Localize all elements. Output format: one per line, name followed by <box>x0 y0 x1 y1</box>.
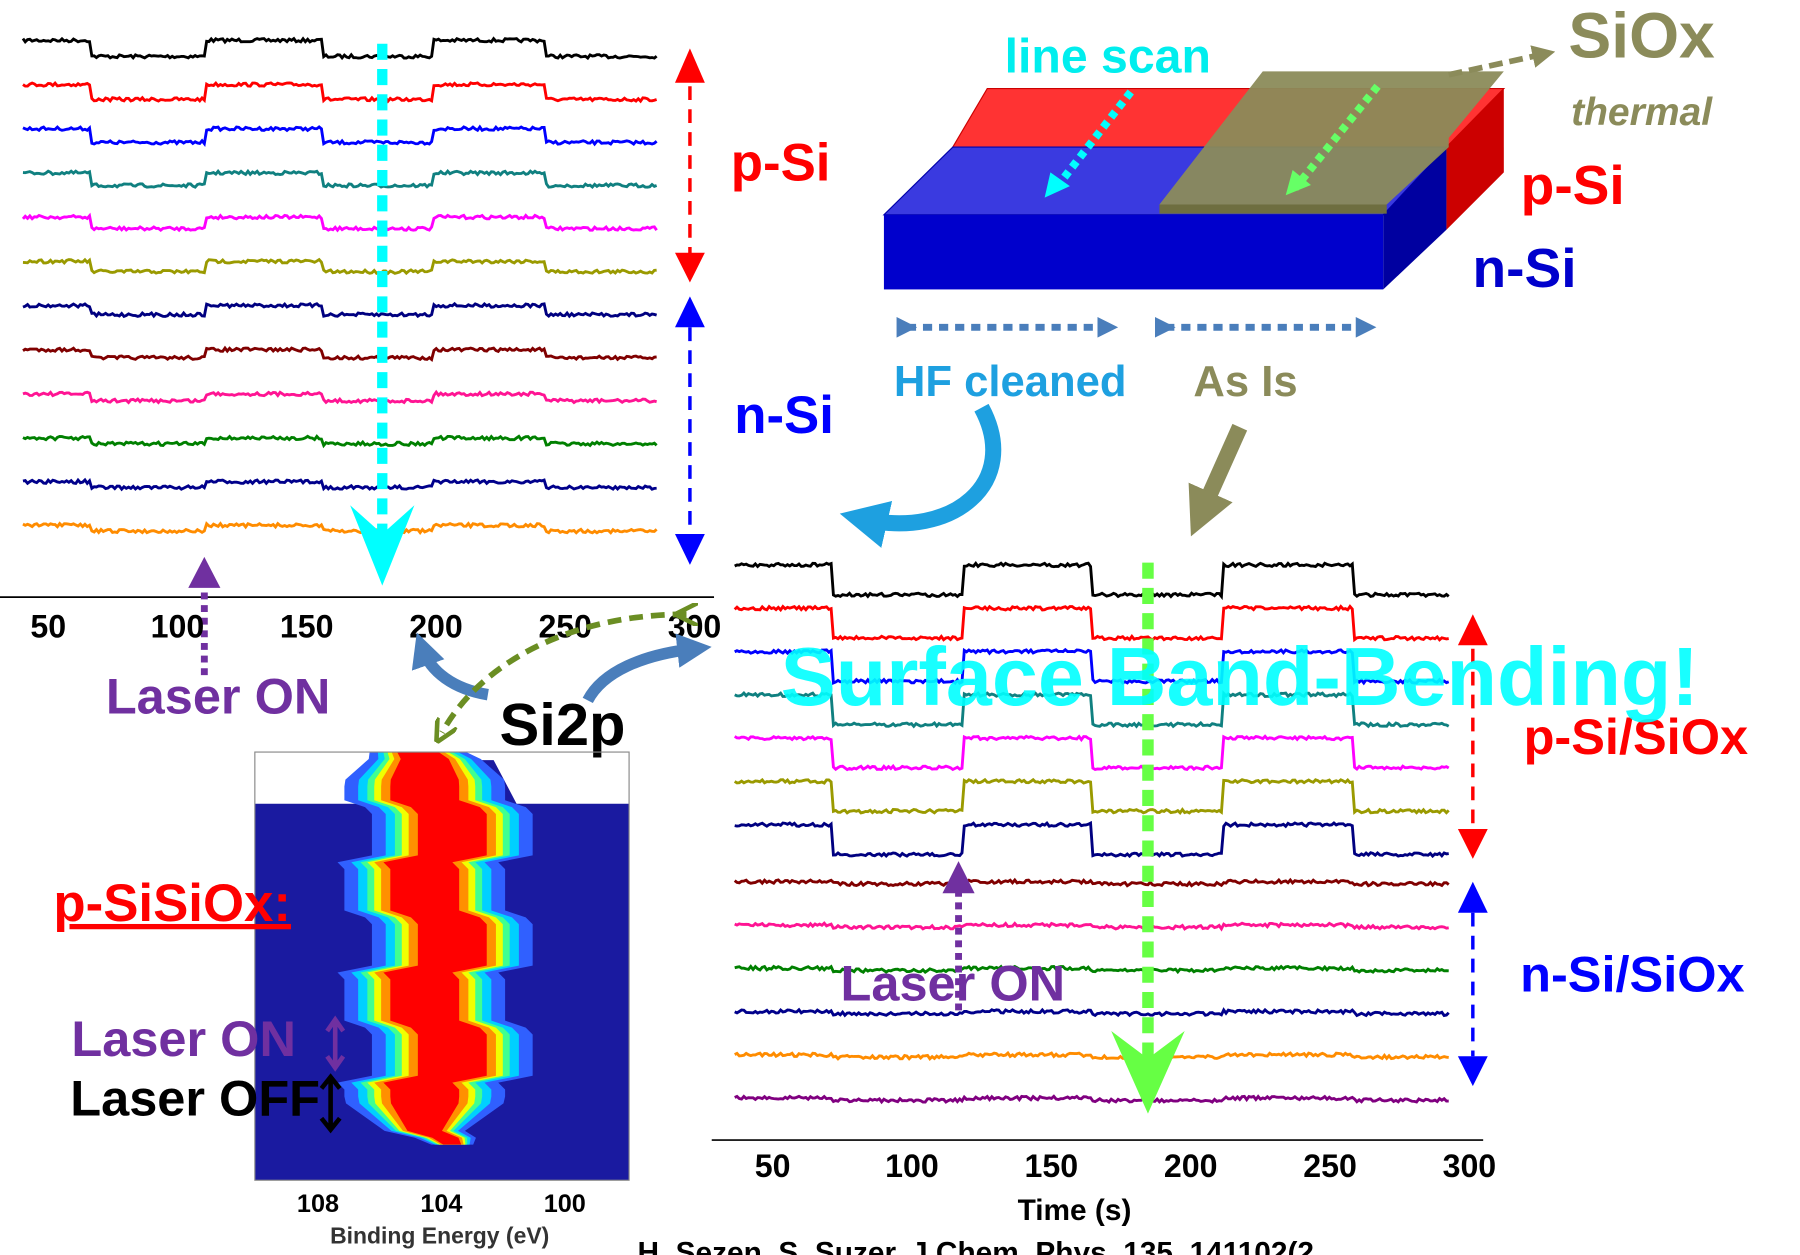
label: n-Si <box>1472 237 1576 299</box>
x-axis: 50 100 150 200 250 300 <box>30 609 721 645</box>
scan-line-head <box>1111 1031 1185 1114</box>
label: p-Si <box>731 134 831 193</box>
x-tick-label: 108 <box>297 1190 339 1218</box>
curved-arrow <box>442 614 687 732</box>
straight-arrow <box>1188 423 1248 537</box>
x-tick-label: 200 <box>409 609 463 645</box>
inset-title: p-SiSiOx: <box>53 874 291 933</box>
trace <box>734 921 1449 932</box>
axis-title: Time (s) <box>1018 1194 1132 1227</box>
heatmap-frame <box>254 751 630 1181</box>
banner: Surface Band-Bending! <box>781 630 1699 723</box>
trace <box>22 257 657 276</box>
arrow-head <box>675 252 705 283</box>
x-tick-label: 100 <box>885 1148 939 1184</box>
small-arrow <box>325 1015 346 1072</box>
label: n-Si <box>734 386 834 445</box>
x-tick-label: 100 <box>544 1190 586 1218</box>
heatmap-band <box>383 752 487 1145</box>
trace <box>734 964 1449 975</box>
label: p-Si <box>1521 154 1625 216</box>
x-tick-label: 50 <box>755 1148 791 1184</box>
trace <box>22 521 658 535</box>
x-axis: 108 104 100 <box>297 1190 586 1218</box>
oxide-arrow <box>1448 45 1556 78</box>
trace <box>21 212 658 233</box>
label: line scan <box>1005 30 1211 84</box>
axis-title: Binding Energy (eV) <box>330 1223 549 1249</box>
trace <box>734 1094 1449 1105</box>
trace <box>733 604 1449 643</box>
x-tick-label: 50 <box>30 609 66 645</box>
arrow-head <box>1457 1056 1488 1087</box>
traces <box>733 560 1450 1105</box>
arrow-head <box>675 48 705 83</box>
scan-arrow-head <box>1285 170 1311 196</box>
heatmap <box>254 751 630 1181</box>
trace <box>22 301 658 319</box>
trace <box>734 560 1450 601</box>
trace <box>733 777 1450 816</box>
label: Laser OFF <box>70 1070 320 1127</box>
x-tick-label: 250 <box>1303 1148 1357 1184</box>
trace <box>22 124 658 148</box>
arrow-head <box>1457 881 1488 913</box>
x-tick-label: 100 <box>151 609 205 645</box>
arrow-head <box>942 861 975 894</box>
citation: H. Sezen, S. Suzer, J.Chem. Phys. 135, 1… <box>638 1237 1314 1255</box>
trace <box>734 1007 1450 1018</box>
label: Laser ON <box>71 1010 296 1067</box>
x-tick-label: 150 <box>280 609 334 645</box>
arrow-head <box>1457 614 1488 646</box>
label: Si2p <box>499 691 625 758</box>
label: p-Si/SiOx <box>1524 708 1749 765</box>
trace <box>22 168 658 190</box>
annotation: Laser ON <box>841 955 1066 1012</box>
x-tick-label: 104 <box>420 1190 462 1218</box>
scan-arrow-head <box>1044 172 1070 198</box>
trace <box>21 36 658 61</box>
label: SiOx <box>1568 0 1715 71</box>
x-tick-label: 150 <box>1024 1148 1078 1184</box>
arrow-head <box>675 533 705 565</box>
trace <box>22 80 658 104</box>
trace <box>734 647 1450 686</box>
label: HF cleaned <box>894 358 1127 406</box>
scan-arrow <box>1050 89 1134 194</box>
traces <box>21 36 658 535</box>
label: As Is <box>1193 358 1297 406</box>
trace <box>22 434 658 449</box>
trace <box>734 690 1450 729</box>
trace <box>733 877 1450 888</box>
x-tick-label: 200 <box>1164 1148 1218 1184</box>
trace <box>734 820 1449 859</box>
trace <box>22 389 657 405</box>
scan-line-head <box>350 505 415 586</box>
label: thermal <box>1571 91 1713 134</box>
trace <box>733 734 1450 772</box>
trace <box>22 345 657 362</box>
scan-arrow <box>1291 83 1381 191</box>
arrow-head <box>675 296 705 328</box>
annotation: Laser ON <box>106 668 331 725</box>
x-tick-label: 300 <box>1443 1148 1497 1184</box>
arrow-head <box>188 556 221 588</box>
x-axis: 50 100 150 200 250 300 <box>755 1148 1496 1184</box>
arrow-head <box>1457 828 1488 859</box>
small-arrow <box>319 1073 342 1134</box>
sample-block <box>882 71 1506 290</box>
trace <box>734 1050 1449 1061</box>
curved-arrow <box>839 403 1002 548</box>
trace <box>22 477 657 492</box>
label: n-Si/SiOx <box>1520 946 1745 1003</box>
